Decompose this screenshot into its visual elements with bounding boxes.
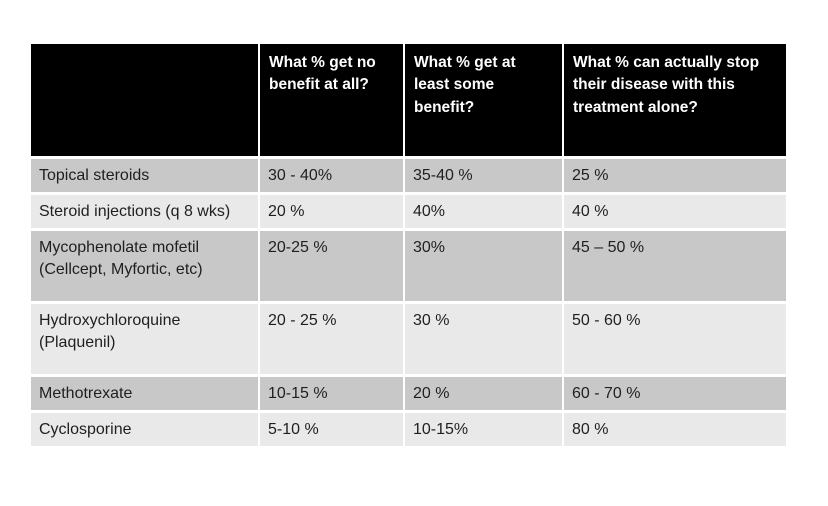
stop-disease-value: 80 % [564,413,786,446]
some-benefit-value: 40% [405,195,562,228]
treatment-name: Cyclosporine [31,413,258,446]
stop-disease-value: 50 - 60 % [564,304,786,374]
stop-disease-value: 25 % [564,159,786,192]
stop-disease-value: 45 – 50 % [564,231,786,301]
treatment-name: Steroid injections (q 8 wks) [31,195,258,228]
some-benefit-value: 35-40 % [405,159,562,192]
table-row: Mycophenolate mofetil (Cellcept, Myforti… [31,231,786,301]
some-benefit-value: 10-15% [405,413,562,446]
header-cell-empty [31,44,258,156]
treatment-name: Hydroxychloroquine (Plaquenil) [31,304,258,374]
table-body: Topical steroids 30 - 40% 35-40 % 25 % Stero… [31,159,786,446]
header-row: What % get no benefit at all? What % get… [31,44,786,156]
stop-disease-value: 40 % [564,195,786,228]
no-benefit-value: 20 % [260,195,403,228]
treatment-name: Mycophenolate mofetil (Cellcept, Myforti… [31,231,258,301]
treatment-effectiveness-table: What % get no benefit at all? What % get… [29,41,788,449]
table-row: Steroid injections (q 8 wks) 20 % 40% 40 % [31,195,786,228]
treatment-name: Methotrexate [31,377,258,410]
no-benefit-value: 5-10 % [260,413,403,446]
header-cell-no-benefit: What % get no benefit at all? [260,44,403,156]
table-row: Hydroxychloroquine (Plaquenil) 20 - 25 % 3… [31,304,786,374]
treatment-name: Topical steroids [31,159,258,192]
table-row: Topical steroids 30 - 40% 35-40 % 25 % [31,159,786,192]
no-benefit-value: 10-15 % [260,377,403,410]
header-cell-some-benefit: What % get at least some benefit? [405,44,562,156]
table-row: Cyclosporine 5-10 % 10-15% 80 % [31,413,786,446]
no-benefit-value: 20 - 25 % [260,304,403,374]
some-benefit-value: 30% [405,231,562,301]
no-benefit-value: 20-25 % [260,231,403,301]
table-header: What % get no benefit at all? What % get… [31,44,786,156]
some-benefit-value: 30 % [405,304,562,374]
table-row: Methotrexate 10-15 % 20 % 60 - 70 % [31,377,786,410]
some-benefit-value: 20 % [405,377,562,410]
stop-disease-value: 60 - 70 % [564,377,786,410]
no-benefit-value: 30 - 40% [260,159,403,192]
header-cell-stop-disease: What % can actually stop their disease w… [564,44,786,156]
